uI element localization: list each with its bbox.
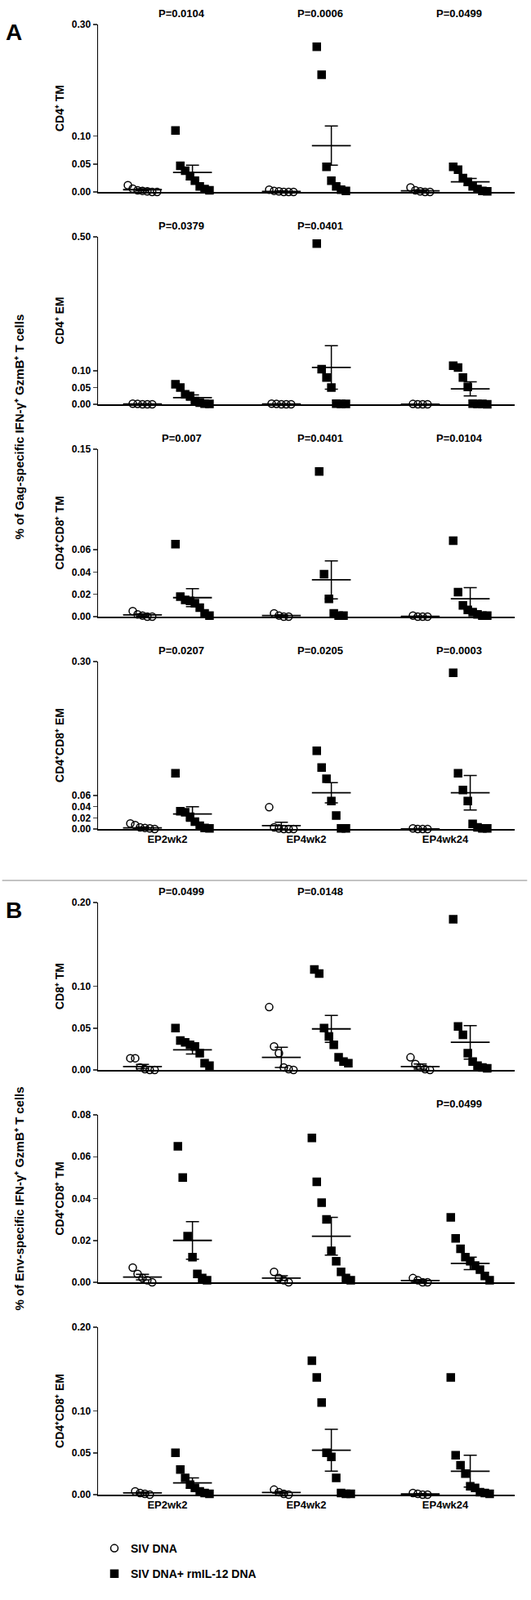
svg-text:0.05: 0.05 <box>71 382 92 394</box>
svg-text:B: B <box>5 897 23 924</box>
svg-text:0.00: 0.00 <box>71 186 92 198</box>
svg-text:EP4wk24: EP4wk24 <box>422 1499 469 1512</box>
svg-text:% of Env-specific IFN-γ⁺ GzmB⁺: % of Env-specific IFN-γ⁺ GzmB⁺ T cells <box>12 1086 27 1311</box>
svg-text:EP2wk2: EP2wk2 <box>147 1499 188 1512</box>
svg-text:EP4wk24: EP4wk24 <box>422 833 469 846</box>
svg-text:0.50: 0.50 <box>71 231 92 243</box>
svg-text:0.00: 0.00 <box>71 1276 92 1289</box>
svg-text:0.00: 0.00 <box>71 398 92 411</box>
svg-text:P=0.0148: P=0.0148 <box>297 885 344 898</box>
svg-text:0.05: 0.05 <box>71 1447 92 1460</box>
svg-text:0.20: 0.20 <box>71 1321 92 1334</box>
svg-text:CD8⁺ TM: CD8⁺ TM <box>53 963 67 1010</box>
svg-text:CD4⁺CD8⁺ EM: CD4⁺CD8⁺ EM <box>53 1374 67 1449</box>
svg-text:P=0.0205: P=0.0205 <box>297 644 344 657</box>
svg-text:0.04: 0.04 <box>71 801 92 813</box>
svg-text:0.08: 0.08 <box>71 1109 92 1121</box>
svg-text:P=0.0401: P=0.0401 <box>297 219 344 233</box>
svg-text:P=0.0499: P=0.0499 <box>436 7 482 20</box>
svg-text:EP2wk2: EP2wk2 <box>147 833 188 846</box>
svg-text:SIV DNA: SIV DNA <box>130 1542 178 1556</box>
svg-text:0.00: 0.00 <box>71 1489 92 1501</box>
svg-text:% of Gag-specific IFN-γ⁺ GzmB⁺: % of Gag-specific IFN-γ⁺ GzmB⁺ T cells <box>12 314 27 540</box>
svg-text:0.10: 0.10 <box>71 130 92 143</box>
svg-text:0.10: 0.10 <box>71 365 92 377</box>
svg-text:0.05: 0.05 <box>71 1022 92 1035</box>
svg-text:0.04: 0.04 <box>71 566 92 579</box>
svg-text:CD4⁺CD8⁺ TM: CD4⁺CD8⁺ TM <box>53 1161 67 1236</box>
svg-text:0.30: 0.30 <box>71 18 92 31</box>
svg-text:0.20: 0.20 <box>71 896 92 909</box>
svg-text:P=0.0104: P=0.0104 <box>158 7 206 20</box>
svg-text:SIV DNA+ rmIL-12 DNA: SIV DNA+ rmIL-12 DNA <box>130 1567 257 1581</box>
svg-text:0.02: 0.02 <box>71 812 92 825</box>
svg-text:0.00: 0.00 <box>71 823 92 835</box>
svg-text:A: A <box>5 19 23 45</box>
svg-text:0.10: 0.10 <box>71 1405 92 1418</box>
svg-text:0.04: 0.04 <box>71 1193 92 1205</box>
svg-text:CD4⁺CD8⁺ TM: CD4⁺CD8⁺ TM <box>53 495 67 570</box>
svg-text:CD4⁺CD8⁺ EM: CD4⁺CD8⁺ EM <box>53 708 67 783</box>
svg-text:P=0.0499: P=0.0499 <box>436 1097 482 1111</box>
svg-text:0.02: 0.02 <box>71 589 92 601</box>
svg-text:0.02: 0.02 <box>71 1235 92 1247</box>
svg-text:CD4⁺ TM: CD4⁺ TM <box>53 84 67 132</box>
svg-text:P=0.0006: P=0.0006 <box>297 7 344 20</box>
svg-text:0.06: 0.06 <box>71 789 92 802</box>
svg-text:0.10: 0.10 <box>71 981 92 993</box>
svg-text:P=0.0499: P=0.0499 <box>158 885 205 898</box>
svg-text:P=0.0003: P=0.0003 <box>436 644 482 657</box>
svg-text:P=0.0379: P=0.0379 <box>158 219 205 233</box>
svg-text:P=0.0401: P=0.0401 <box>297 432 344 445</box>
svg-text:P=0.007: P=0.007 <box>161 432 202 445</box>
svg-text:0.06: 0.06 <box>71 1151 92 1163</box>
svg-text:P=0.0104: P=0.0104 <box>436 432 483 445</box>
svg-text:0.30: 0.30 <box>71 655 92 668</box>
svg-text:P=0.0207: P=0.0207 <box>158 644 205 657</box>
svg-text:0.15: 0.15 <box>71 443 92 456</box>
svg-text:0.00: 0.00 <box>71 611 92 623</box>
svg-text:EP4wk2: EP4wk2 <box>285 833 326 846</box>
svg-text:CD4⁺ EM: CD4⁺ EM <box>53 297 67 345</box>
svg-text:0.00: 0.00 <box>71 1064 92 1076</box>
svg-text:0.06: 0.06 <box>71 544 92 556</box>
svg-text:EP4wk2: EP4wk2 <box>285 1499 326 1512</box>
svg-text:0.05: 0.05 <box>71 158 92 170</box>
